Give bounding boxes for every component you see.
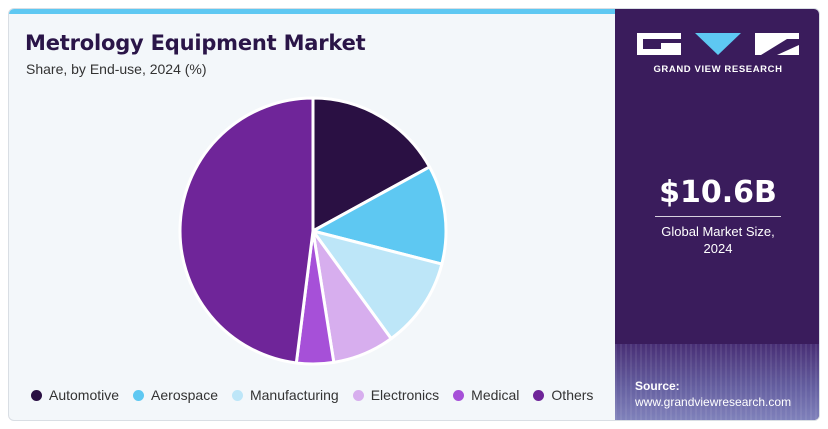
pie-slice-manufacturing xyxy=(311,229,444,341)
legend-item-aerospace: Aerospace xyxy=(133,387,218,403)
market-size-label-line1: Global Market Size, xyxy=(661,224,775,239)
legend-item-automotive: Automotive xyxy=(31,387,119,403)
legend-label: Manufacturing xyxy=(249,387,339,403)
market-size-label-line2: 2024 xyxy=(703,241,733,256)
legend-item-medical: Medical xyxy=(453,387,519,403)
legend-label: Others xyxy=(551,387,594,403)
chart-title: Metrology Equipment Market xyxy=(25,31,366,55)
legend-swatch xyxy=(133,389,145,401)
legend-item-others: Others xyxy=(533,387,593,403)
market-size-value: $10.6B xyxy=(659,175,777,210)
pie-slice-automotive xyxy=(311,96,432,233)
source-title: Source: xyxy=(635,379,680,393)
pie-slice-others xyxy=(178,96,315,365)
market-size-label: Global Market Size, 2024 xyxy=(615,223,819,257)
chart-subtitle: Share, by End-use, 2024 (%) xyxy=(26,61,207,77)
decorative-waves xyxy=(615,344,819,420)
legend-label: Automotive xyxy=(49,387,120,403)
legend-swatch xyxy=(453,389,465,401)
legend-swatch xyxy=(31,389,42,401)
brand-name: GRAND VIEW RESEARCH xyxy=(653,64,783,75)
chart-legend: Automotive Aerospace Manufacturing Electron… xyxy=(31,387,607,403)
accent-bar xyxy=(9,9,615,14)
pie-chart xyxy=(178,96,448,366)
sidebar-panel: GRAND VIEW RESEARCH $10.6B Global Market… xyxy=(615,9,819,420)
pie-slice-aerospace xyxy=(311,165,448,266)
chart-card: Metrology Equipment Market Share, by End… xyxy=(8,8,820,421)
kpi-divider xyxy=(655,216,781,217)
source-link[interactable]: www.grandviewresearch.com xyxy=(635,395,792,409)
legend-label: Medical xyxy=(471,387,520,403)
legend-swatch xyxy=(533,389,545,401)
legend-label: Aerospace xyxy=(151,387,218,403)
legend-item-electronics: Electronics xyxy=(352,387,440,403)
brand-logo-icon xyxy=(637,33,799,55)
legend-item-manufacturing: Manufacturing xyxy=(231,387,339,403)
legend-label: Electronics xyxy=(370,387,440,403)
legend-swatch xyxy=(231,389,243,401)
legend-swatch xyxy=(352,389,364,401)
